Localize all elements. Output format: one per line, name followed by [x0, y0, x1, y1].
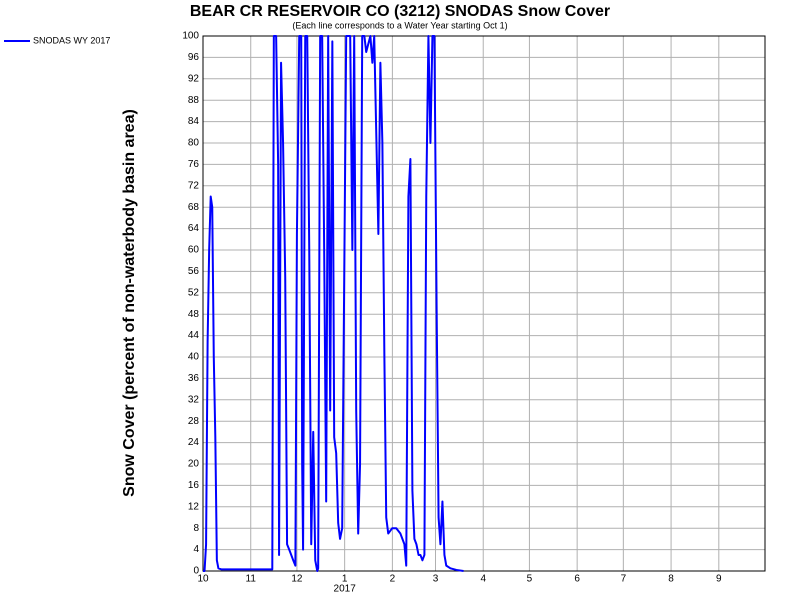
y-tick-label: 36 — [188, 373, 200, 384]
x-tick-label: 9 — [716, 574, 722, 585]
y-tick-label: 92 — [188, 73, 200, 84]
plot-frame — [202, 35, 766, 572]
x-tick-label: 3 — [433, 574, 439, 585]
y-tick-label: 84 — [188, 116, 200, 127]
y-tick-label: 96 — [188, 52, 200, 63]
y-tick-label: 32 — [188, 394, 200, 405]
y-tick-label: 12 — [188, 501, 200, 512]
x-tick-label: 5 — [527, 574, 533, 585]
y-tick-label: 76 — [188, 159, 200, 170]
y-tick-label: 44 — [188, 330, 200, 341]
y-tick-label: 28 — [188, 416, 200, 427]
year-label: 2017 — [334, 584, 357, 595]
y-tick-label: 88 — [188, 95, 200, 106]
y-axis-label: Snow Cover (percent of non-waterbody bas… — [121, 109, 138, 497]
y-tick-label: 40 — [188, 352, 200, 363]
y-tick-label: 0 — [193, 566, 199, 577]
y-tick-label: 68 — [188, 202, 200, 213]
x-tick-label: 11 — [246, 574, 257, 585]
y-tick-label: 48 — [188, 309, 200, 320]
chart-title: BEAR CR RESERVOIR CO (3212) SNODAS Snow … — [190, 3, 610, 20]
y-tick-label: 64 — [188, 223, 200, 234]
x-tick-label: 7 — [621, 574, 627, 585]
chart-subtitle: (Each line corresponds to a Water Year s… — [292, 20, 507, 30]
y-tick-label: 60 — [188, 245, 200, 256]
y-tick-label: 20 — [188, 459, 200, 470]
x-tick-label: 1 — [342, 574, 348, 585]
x-tick-label: 2 — [390, 574, 396, 585]
x-tick-label: 12 — [291, 574, 303, 585]
y-tick-label: 100 — [182, 31, 199, 42]
y-tick-label: 8 — [193, 523, 199, 534]
y-tick-label: 16 — [188, 480, 200, 491]
legend-label: SNODAS WY 2017 — [33, 35, 110, 45]
series-line — [203, 35, 464, 572]
x-tick-label: 10 — [197, 574, 209, 585]
x-tick-label: 6 — [574, 574, 580, 585]
y-tick-label: 80 — [188, 138, 200, 149]
y-tick-label: 72 — [188, 180, 200, 191]
y-tick-label: 56 — [188, 266, 200, 277]
y-tick-label: 52 — [188, 287, 200, 298]
x-tick-label: 8 — [668, 574, 674, 585]
x-tick-label: 4 — [480, 574, 486, 585]
y-tick-label: 4 — [193, 544, 199, 555]
y-tick-label: 24 — [188, 437, 200, 448]
